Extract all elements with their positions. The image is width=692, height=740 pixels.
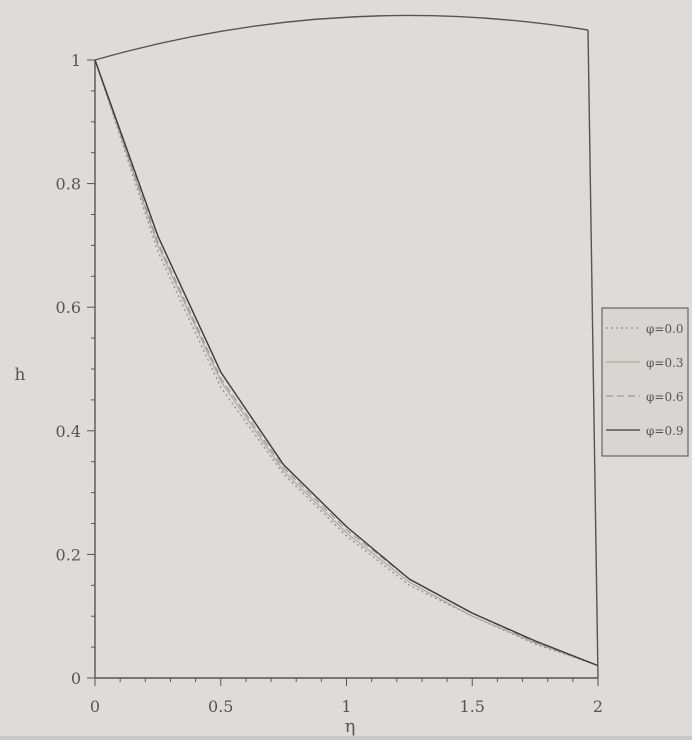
legend-label: φ=0.6 xyxy=(646,390,684,404)
axes: 0 0.5 1 1.5 2 0 0.2 0.4 0.6 0.8 1 xyxy=(56,14,603,716)
legend-label: φ=0.0 xyxy=(646,322,684,336)
series-line xyxy=(94,59,599,667)
y-tick-label: 0 xyxy=(71,669,81,688)
y-tick-label: 0.6 xyxy=(56,298,81,317)
legend: φ=0.0 φ=0.3 φ=0.6 φ=0.9 xyxy=(601,307,689,457)
legend-label: φ=0.9 xyxy=(646,424,684,438)
x-tick-label: 0.5 xyxy=(208,697,233,716)
x-tick-label: 2 xyxy=(593,697,603,716)
x-tick-label: 1 xyxy=(341,697,351,716)
legend-label: φ=0.3 xyxy=(646,356,684,370)
series-line xyxy=(94,59,599,667)
series-line xyxy=(94,59,599,667)
x-axis-label: η xyxy=(345,716,356,736)
y-tick-label: 1 xyxy=(71,51,81,70)
series-line xyxy=(94,59,599,667)
x-tick-label: 0 xyxy=(90,697,100,716)
plot-right-border xyxy=(587,29,599,679)
y-tick-label: 0.2 xyxy=(56,545,81,564)
y-tick-label: 0.8 xyxy=(56,175,81,194)
series-layer xyxy=(94,59,599,667)
legend-box xyxy=(601,307,689,457)
y-tick-label: 0.4 xyxy=(56,422,81,441)
y-axis-label: h xyxy=(15,365,26,385)
x-tick-label: 1.5 xyxy=(460,697,485,716)
plot-top-border xyxy=(94,14,589,61)
